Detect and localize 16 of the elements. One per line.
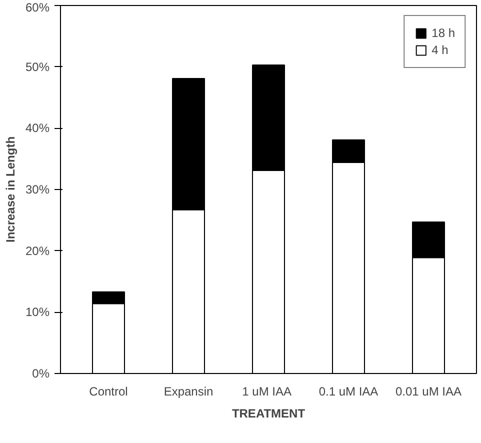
x-axis-title: TREATMENT [232,406,306,420]
y-tick-label: 60% [25,0,50,14]
y-tick-label: 20% [25,244,50,258]
legend-label: 18 h [432,26,455,40]
x-tick-label: Control [89,384,128,398]
y-tick-label: 0% [32,366,50,380]
y-tick-label: 50% [25,60,50,74]
x-tick-label: 1 uM IAA [242,384,292,398]
y-tick-label: 40% [25,121,50,136]
x-tick-label: 0.1 uM IAA [318,384,378,398]
x-tick-label: 0.01 uM IAA [395,384,462,398]
x-tick-label: Expansin [164,384,214,398]
y-axis-title: Increase in Length [3,136,18,243]
y-tick-label: 30% [25,182,50,196]
legend-label: 4 h [432,43,450,57]
y-tick-label: 10% [25,305,50,320]
